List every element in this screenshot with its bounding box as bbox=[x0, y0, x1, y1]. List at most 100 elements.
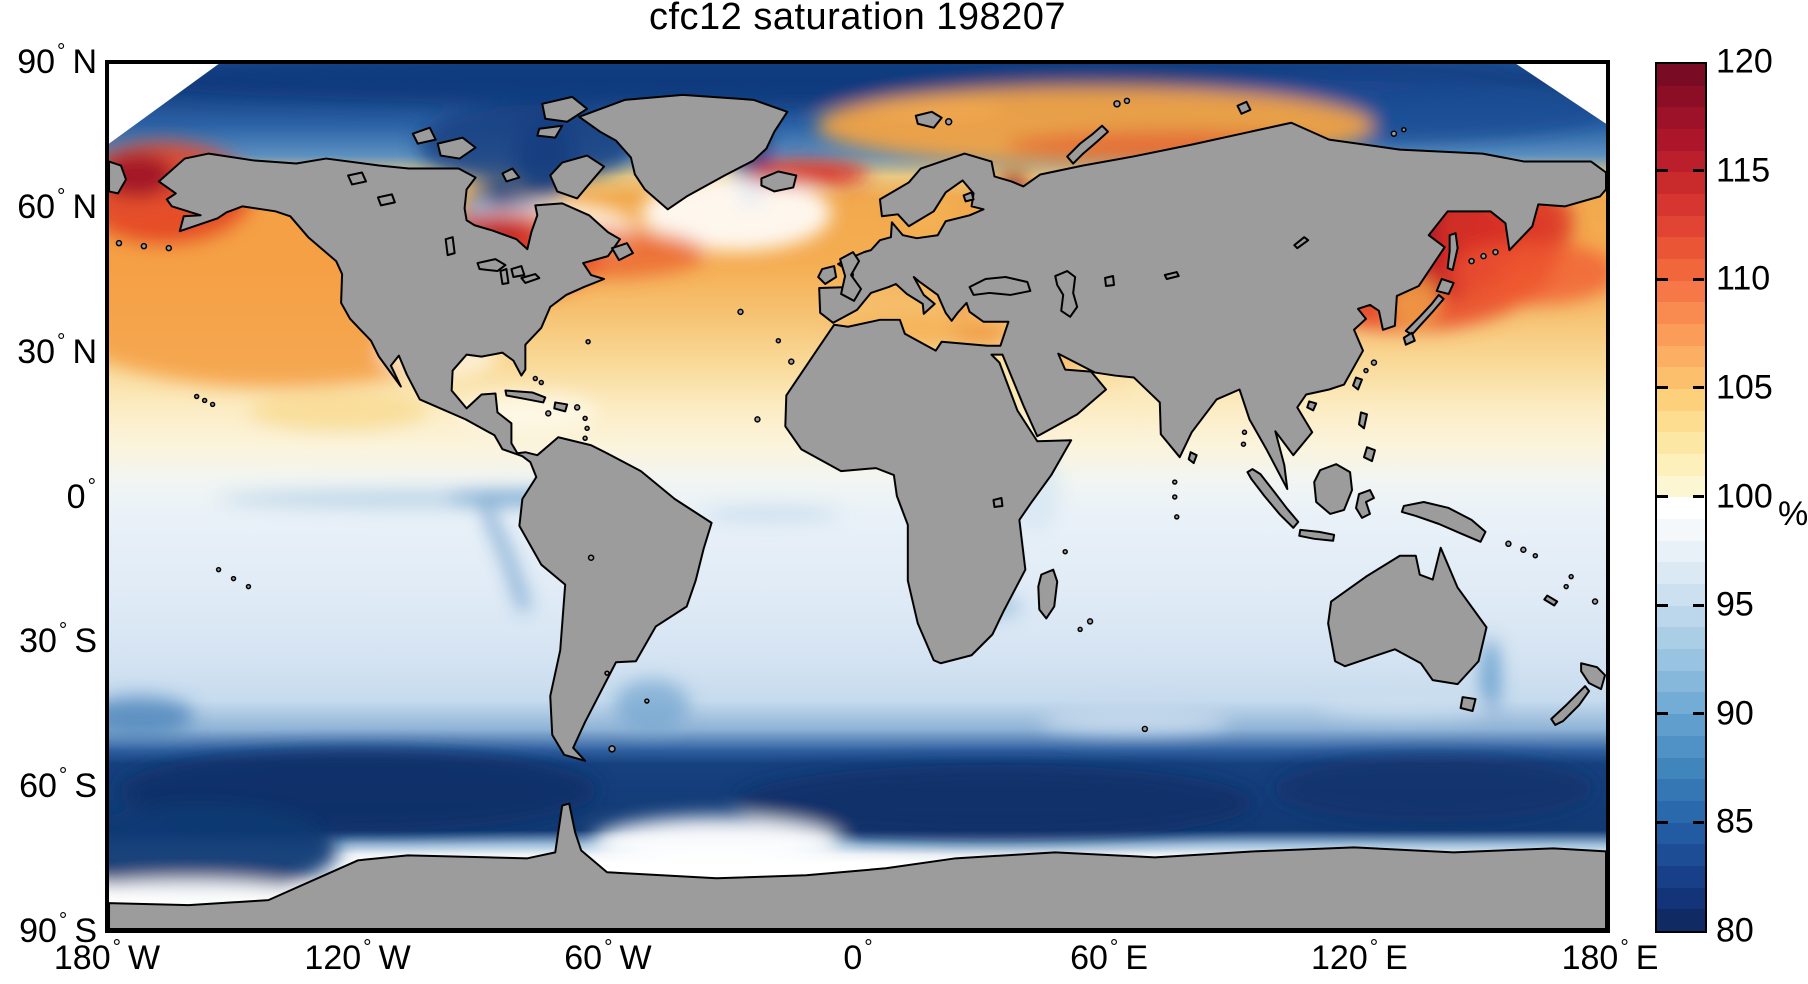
tick-label-part: E bbox=[1385, 939, 1408, 977]
colorbar-band bbox=[1657, 497, 1705, 520]
island-chukotka-wrap bbox=[109, 160, 127, 195]
lon-tick-label: 120° W bbox=[304, 936, 410, 978]
lon-tick-label: 0° bbox=[843, 936, 873, 978]
island-hainan bbox=[1306, 400, 1318, 412]
colorbar-band bbox=[1657, 150, 1705, 173]
island-nz-north bbox=[1580, 662, 1606, 691]
colorbar-tick-label: 110 bbox=[1716, 259, 1771, 298]
tick-label-part: ° bbox=[864, 936, 873, 959]
lon-tick-label: 60° E bbox=[1070, 936, 1148, 978]
tick-label-part: E bbox=[1125, 939, 1149, 977]
colorbar-band bbox=[1657, 670, 1705, 693]
colorbar-tick-mark bbox=[1693, 277, 1704, 281]
lake-balkhash bbox=[1163, 271, 1180, 281]
island-java bbox=[1298, 528, 1336, 542]
lon-tick-label: 180° E bbox=[1562, 936, 1659, 978]
landmass-greenland bbox=[578, 93, 789, 211]
colorbar bbox=[1655, 62, 1707, 933]
lakes-layer bbox=[347, 171, 1310, 508]
island-novaya-zemlya bbox=[1066, 124, 1109, 165]
colorbar-band bbox=[1657, 475, 1705, 498]
tick-label-part: 60 bbox=[1070, 939, 1108, 977]
tick-label-part: 60 bbox=[17, 188, 56, 227]
tick-label-part: S bbox=[74, 622, 97, 661]
tick-label-part: ° bbox=[58, 619, 68, 643]
lat-tick-label: 60° N bbox=[0, 185, 97, 227]
colorbar-band bbox=[1657, 865, 1705, 888]
colorbar-tick-label: 100 bbox=[1716, 477, 1773, 515]
colorbar-band bbox=[1657, 779, 1705, 801]
lake-huron bbox=[510, 265, 526, 279]
tick-label-part: N bbox=[72, 43, 97, 82]
island-kyushu bbox=[1402, 331, 1416, 346]
colorbar-tick-mark bbox=[1693, 169, 1704, 173]
colorbar-tick-mark bbox=[1657, 277, 1668, 281]
lat-tick-label: 30° N bbox=[0, 330, 97, 372]
island-devon bbox=[536, 124, 564, 139]
lake-winnipeg bbox=[444, 236, 456, 257]
land-layer bbox=[109, 93, 1606, 929]
island-nz-south bbox=[1550, 685, 1591, 726]
tick-label-part: ° bbox=[363, 936, 372, 959]
colorbar-band bbox=[1657, 172, 1705, 195]
colorbar-band bbox=[1657, 649, 1705, 671]
lake-ladoga bbox=[962, 191, 975, 203]
tick-label-part: ° bbox=[1620, 936, 1629, 959]
island-luzon bbox=[1357, 411, 1368, 430]
colorbar-band bbox=[1657, 822, 1705, 845]
colorbar-tick-mark bbox=[1657, 169, 1668, 173]
colorbar-tick-mark bbox=[1657, 820, 1668, 824]
colorbar-band bbox=[1657, 107, 1705, 130]
colorbar-band bbox=[1657, 280, 1705, 303]
colorbar-band bbox=[1657, 519, 1705, 541]
island-new-caledonia bbox=[1543, 594, 1559, 607]
lake-great-bear bbox=[347, 171, 367, 186]
landmass-afro-eurasia bbox=[784, 121, 1606, 665]
sea-caspian bbox=[1054, 270, 1079, 318]
island-banks bbox=[411, 126, 437, 145]
small-islands bbox=[115, 97, 1599, 753]
lat-tick-label: 60° S bbox=[0, 764, 97, 806]
tick-label-part: ° bbox=[57, 329, 66, 353]
colorbar-band bbox=[1657, 540, 1705, 563]
colorbar-band bbox=[1657, 237, 1705, 260]
world-heatmap bbox=[109, 64, 1606, 929]
colorbar-band bbox=[1657, 605, 1705, 628]
colorbar-tick-mark bbox=[1657, 603, 1668, 607]
colorbar-tick-mark bbox=[1657, 495, 1668, 498]
colorbar-band bbox=[1657, 714, 1705, 736]
colorbar-band bbox=[1657, 324, 1705, 346]
lake-superior bbox=[476, 258, 507, 273]
tick-label-part: ° bbox=[1109, 936, 1119, 959]
tick-label-part: W bbox=[619, 939, 652, 977]
colorbar-tick-mark bbox=[1657, 386, 1668, 390]
tick-label-part: W bbox=[128, 939, 161, 977]
lake-baikal bbox=[1293, 236, 1310, 250]
island-sumatra bbox=[1246, 468, 1300, 529]
tick-label-part: 180 bbox=[1561, 939, 1619, 977]
landmass-americas bbox=[157, 152, 713, 762]
colorbar-band bbox=[1657, 562, 1705, 585]
tick-label-part: W bbox=[378, 939, 411, 977]
tick-label-part: ° bbox=[1369, 936, 1379, 959]
colorbar-tick-label: 120 bbox=[1716, 42, 1773, 81]
colorbar-band bbox=[1657, 844, 1705, 866]
chart-title: cfc12 saturation 198207 bbox=[648, 0, 1067, 38]
colorbar-tick-mark bbox=[1693, 820, 1704, 824]
landmass-antarctica bbox=[109, 802, 1606, 929]
sea-black bbox=[968, 276, 1032, 296]
island-sulawesi bbox=[1355, 489, 1375, 519]
island-severnaya-zemlya bbox=[1236, 100, 1252, 115]
colorbar-band bbox=[1657, 389, 1705, 411]
tick-label-part: 30 bbox=[17, 332, 56, 371]
island-cuba bbox=[504, 389, 547, 404]
colorbar-band bbox=[1657, 129, 1705, 151]
island-great-britain bbox=[839, 251, 862, 302]
colorbar-band bbox=[1657, 194, 1705, 216]
lake-erie-ontario bbox=[520, 273, 541, 284]
colorbar-tick-mark bbox=[1693, 712, 1704, 716]
colorbar-tick-label: 80 bbox=[1716, 911, 1754, 950]
island-sri-lanka bbox=[1187, 451, 1198, 465]
island-ellesmere bbox=[541, 95, 589, 123]
tick-label-part: 90 bbox=[17, 43, 56, 82]
